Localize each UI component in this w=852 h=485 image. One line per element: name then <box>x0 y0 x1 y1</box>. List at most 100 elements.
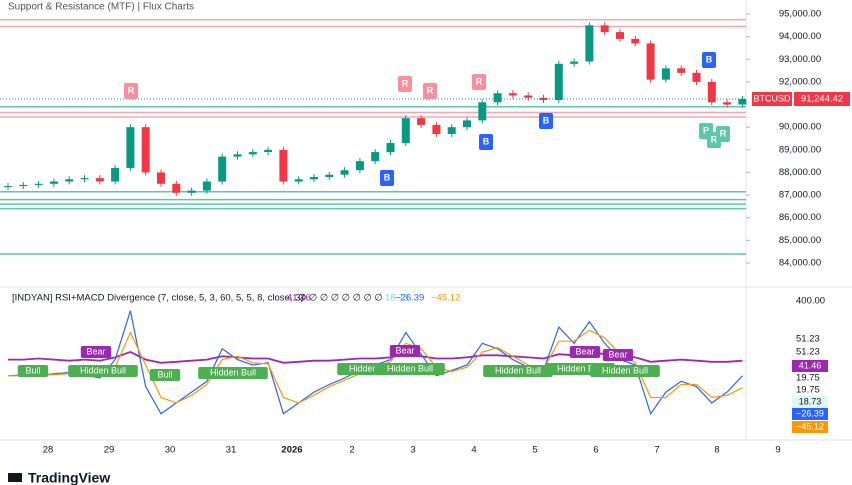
divergence-badge <box>149 369 181 381</box>
candle-body <box>493 93 502 103</box>
x-tick-label: 30 <box>165 445 176 456</box>
pane-axis-label: 19.75 <box>796 373 820 384</box>
candle-body <box>386 143 395 153</box>
marker <box>716 126 730 142</box>
marker <box>380 170 394 186</box>
indicator-readout: −26.39 <box>395 293 424 304</box>
divergence-badge <box>590 365 660 377</box>
y-tick-label: 89,000.00 <box>779 144 821 155</box>
y-tick-label: 86,000.00 <box>779 212 821 223</box>
candle-body <box>80 178 89 180</box>
candle-body <box>34 183 43 185</box>
candle-body <box>661 68 670 80</box>
candle-body <box>233 154 242 157</box>
price-tag <box>794 92 850 107</box>
marker <box>472 74 486 90</box>
x-tick-label: 7 <box>654 445 659 456</box>
candle-body <box>49 181 58 184</box>
x-tick-label: 4 <box>471 445 476 456</box>
y-tick-label: 88,000.00 <box>779 167 821 178</box>
divergence-label: Hidden Bull <box>557 363 603 373</box>
candle-body <box>585 25 594 62</box>
candle-body <box>371 152 380 162</box>
candle-body <box>218 156 227 182</box>
divergence-badge <box>602 349 634 361</box>
indicator-readout: 18.73 <box>385 293 409 304</box>
marker-label: P <box>703 125 709 135</box>
candle-body <box>738 99 747 105</box>
candle-body <box>325 174 334 177</box>
marker <box>479 134 493 150</box>
indicator-tag-label: 41.46 <box>799 360 822 370</box>
x-tick-label: 5 <box>532 445 537 456</box>
divergence-label: Hidden Bull <box>495 365 541 375</box>
marker-label: R <box>427 85 434 95</box>
candle-body <box>616 32 624 39</box>
indicator-tag <box>792 408 828 420</box>
indicator-readout: ∅ ∅ ∅ ∅ ∅ ∅ ∅ ∅ <box>298 293 383 304</box>
indicator-tag <box>792 421 828 433</box>
x-tick-label: 9 <box>775 445 780 456</box>
candle-body <box>646 43 655 80</box>
x-tick-label: 2 <box>349 445 354 456</box>
divergence-label: Bull <box>157 369 172 379</box>
candle-body <box>570 61 579 64</box>
candle-body <box>95 178 104 182</box>
marker-label: R <box>402 78 409 88</box>
candle-body <box>19 184 28 187</box>
symbol-label: BTCUSD <box>753 93 791 103</box>
candle-body <box>478 102 487 121</box>
candle-body <box>524 95 533 98</box>
y-tick-label: 84,000.00 <box>779 258 821 269</box>
candle-body <box>111 167 120 182</box>
indicator-tag <box>792 360 828 372</box>
logo-icon <box>8 473 22 482</box>
divergence-label: Hidden Bull <box>602 365 648 375</box>
candle-body <box>554 63 563 101</box>
divergence-badge <box>80 346 112 358</box>
divergence-label: Hidden Bull <box>80 365 126 375</box>
candle-body <box>264 149 273 153</box>
indicator-tag-label: 18.73 <box>799 396 822 406</box>
y-tick-label: 85,000.00 <box>779 235 821 246</box>
footer-logo: TradingView <box>28 470 110 485</box>
candle-body <box>463 120 471 128</box>
candle-body <box>126 127 135 168</box>
divergence-badge <box>375 363 445 375</box>
marker-label: R <box>711 134 718 144</box>
candle-body <box>310 176 318 180</box>
candle-body <box>692 72 701 82</box>
y-tick-label: 87,000.00 <box>779 190 821 201</box>
marker-label: B <box>543 115 550 125</box>
divergence-badge <box>198 367 268 379</box>
divergence-label: Bear <box>608 349 627 359</box>
marker-label: B <box>483 136 490 146</box>
candle-body <box>157 172 165 184</box>
marker <box>398 76 412 92</box>
marker-label: R <box>476 76 483 86</box>
candle-body <box>432 124 441 134</box>
divergence-badge <box>569 346 601 358</box>
candle-body <box>600 25 609 33</box>
indicator-tag-label: −45.12 <box>796 421 824 431</box>
candle-body <box>202 181 211 191</box>
candle-body <box>172 183 181 193</box>
indicator-readout: −45.12 <box>431 293 460 304</box>
marker <box>702 52 716 68</box>
marker <box>124 83 138 99</box>
x-tick-label: 2026 <box>281 445 302 456</box>
marker-label: B <box>384 172 391 182</box>
candle-body <box>340 170 349 175</box>
marker-label: R <box>720 128 727 138</box>
candle-body <box>631 38 640 44</box>
divergence-label: Bear <box>575 346 594 356</box>
candle-body <box>141 127 150 173</box>
indicator-tag-label: −26.39 <box>796 408 824 418</box>
x-tick-label: 29 <box>104 445 115 456</box>
candle-body <box>508 93 517 96</box>
divergence-badge <box>17 365 49 377</box>
divergence-label: Bull <box>25 365 40 375</box>
indicator-tag <box>792 396 828 408</box>
symbol-tag <box>752 92 792 107</box>
